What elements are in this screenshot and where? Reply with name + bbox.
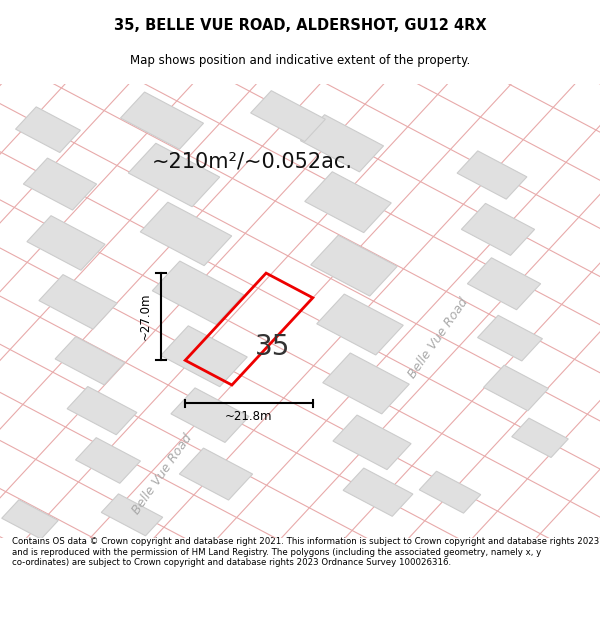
Polygon shape bbox=[419, 471, 481, 513]
Polygon shape bbox=[311, 235, 397, 296]
Polygon shape bbox=[161, 326, 247, 387]
Polygon shape bbox=[16, 107, 80, 152]
Polygon shape bbox=[101, 494, 163, 536]
Polygon shape bbox=[457, 151, 527, 199]
Text: Contains OS data © Crown copyright and database right 2021. This information is : Contains OS data © Crown copyright and d… bbox=[12, 538, 599, 568]
Text: ~27.0m: ~27.0m bbox=[139, 293, 152, 341]
Polygon shape bbox=[128, 143, 220, 207]
Polygon shape bbox=[343, 468, 413, 516]
Text: 35, BELLE VUE ROAD, ALDERSHOT, GU12 4RX: 35, BELLE VUE ROAD, ALDERSHOT, GU12 4RX bbox=[113, 18, 487, 32]
Polygon shape bbox=[152, 261, 244, 324]
Polygon shape bbox=[39, 274, 117, 329]
Text: Belle Vue Road: Belle Vue Road bbox=[406, 296, 470, 381]
Polygon shape bbox=[301, 115, 383, 172]
Polygon shape bbox=[333, 415, 411, 469]
Text: ~210m²/~0.052ac.: ~210m²/~0.052ac. bbox=[151, 151, 353, 171]
Polygon shape bbox=[323, 353, 409, 414]
Polygon shape bbox=[305, 172, 391, 232]
Polygon shape bbox=[467, 258, 541, 310]
Polygon shape bbox=[461, 203, 535, 256]
Text: Belle Vue Road: Belle Vue Road bbox=[130, 431, 194, 517]
Polygon shape bbox=[23, 158, 97, 210]
Text: Map shows position and indicative extent of the property.: Map shows position and indicative extent… bbox=[130, 54, 470, 68]
Polygon shape bbox=[512, 418, 568, 457]
Polygon shape bbox=[2, 500, 58, 539]
Polygon shape bbox=[27, 216, 105, 270]
Text: ~21.8m: ~21.8m bbox=[225, 410, 273, 423]
Polygon shape bbox=[67, 386, 137, 435]
Polygon shape bbox=[171, 388, 249, 442]
Polygon shape bbox=[76, 438, 140, 483]
Polygon shape bbox=[140, 202, 232, 266]
Text: 35: 35 bbox=[256, 333, 290, 361]
Polygon shape bbox=[251, 91, 325, 141]
Polygon shape bbox=[317, 294, 403, 355]
Polygon shape bbox=[478, 315, 542, 361]
Polygon shape bbox=[121, 92, 203, 149]
Polygon shape bbox=[484, 365, 548, 411]
Polygon shape bbox=[179, 448, 253, 500]
Polygon shape bbox=[55, 337, 125, 385]
